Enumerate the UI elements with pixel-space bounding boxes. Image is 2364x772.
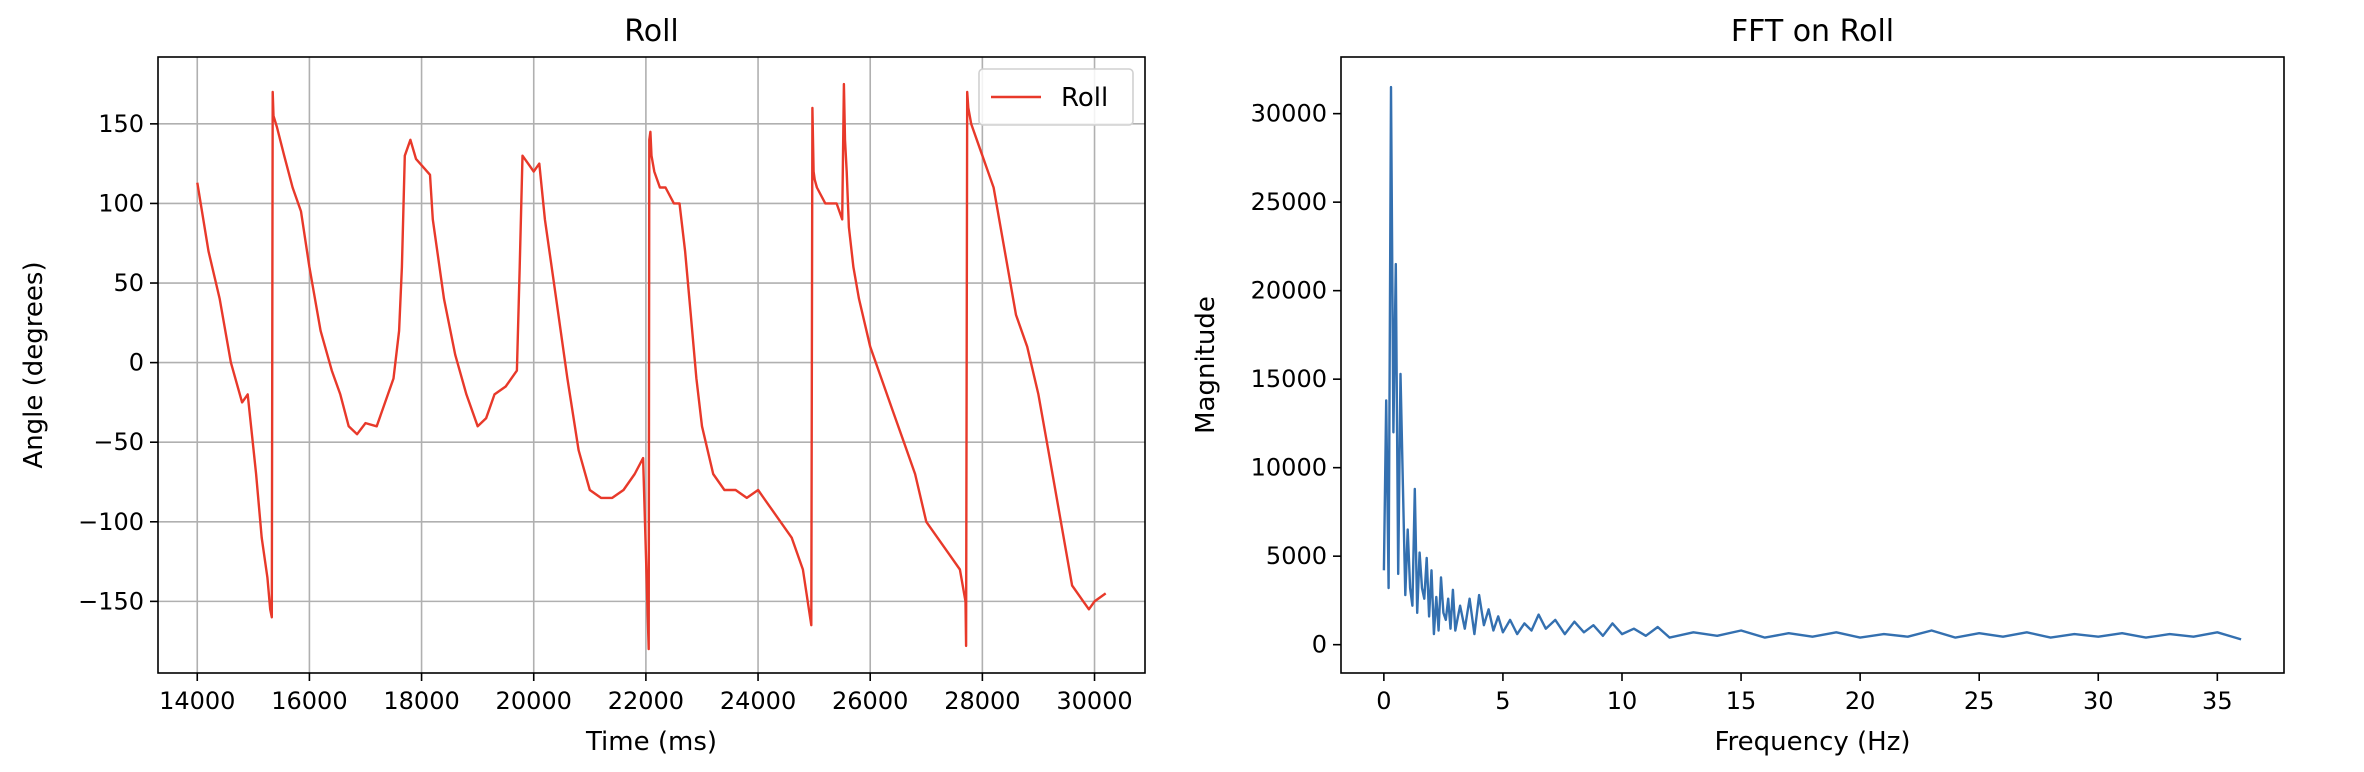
y-tick-label: 50 <box>113 269 144 297</box>
y-tick-label: 0 <box>129 349 144 377</box>
x-tick-label: 30000 <box>1056 687 1132 715</box>
x-tick-label: 24000 <box>720 687 796 715</box>
x-tick-label: 16000 <box>271 687 347 715</box>
y-tick-label: 150 <box>98 110 144 138</box>
chart-panel-1: 0 5 10 15 20 25 30 35 0 5000 10000 15000 20000 25000 3… <box>1191 14 2285 757</box>
legend-label: Roll <box>1061 83 1108 113</box>
chart-title: Roll <box>624 14 679 49</box>
x-tick-label: 26000 <box>832 687 908 715</box>
x-tick-label: 0 <box>1376 687 1391 715</box>
x-axis-label: Time (ms) <box>585 727 717 757</box>
x-tick-label: 15 <box>1726 687 1757 715</box>
series-line-0 <box>1382 85 2242 641</box>
y-axis-label: Magnitude <box>1191 296 1221 434</box>
y-tick-label: 5000 <box>1266 542 1327 570</box>
x-tick-label: 20000 <box>496 687 572 715</box>
axes-frame <box>1340 56 2285 674</box>
y-tick-label: 25000 <box>1251 188 1327 216</box>
x-axis-label: Frequency (Hz) <box>1714 727 1910 757</box>
x-tick-label: 30 <box>2083 687 2114 715</box>
x-tick-label: 18000 <box>383 687 459 715</box>
legend-box <box>978 68 1134 126</box>
series-line-0 <box>196 82 1107 651</box>
x-tick-label: 10 <box>1607 687 1638 715</box>
y-tick-label: 30000 <box>1251 100 1327 128</box>
y-tick-label: −50 <box>93 428 144 456</box>
x-tick-label: 25 <box>1964 687 1995 715</box>
axes-frame <box>157 56 1146 674</box>
y-tick-label: 20000 <box>1251 277 1327 305</box>
x-tick-label: 35 <box>2202 687 2233 715</box>
x-tick-label: 14000 <box>159 687 235 715</box>
x-tick-label: 28000 <box>944 687 1020 715</box>
x-tick-label: 20 <box>1845 687 1876 715</box>
y-tick-label: −100 <box>78 508 144 536</box>
y-tick-label: −150 <box>78 587 144 615</box>
x-tick-label: 22000 <box>608 687 684 715</box>
chart-title: FFT on Roll <box>1731 14 1894 49</box>
legend: Roll <box>978 68 1134 126</box>
y-tick-label: 15000 <box>1251 365 1327 393</box>
y-tick-label: 10000 <box>1251 454 1327 482</box>
chart-panel-0: 14000 16000 18000 20000 22000 24000 26000 28000… <box>19 14 1146 757</box>
y-tick-label: 0 <box>1312 631 1327 659</box>
y-tick-label: 100 <box>98 189 144 217</box>
x-tick-label: 5 <box>1495 687 1510 715</box>
y-axis-label: Angle (degrees) <box>19 261 49 468</box>
